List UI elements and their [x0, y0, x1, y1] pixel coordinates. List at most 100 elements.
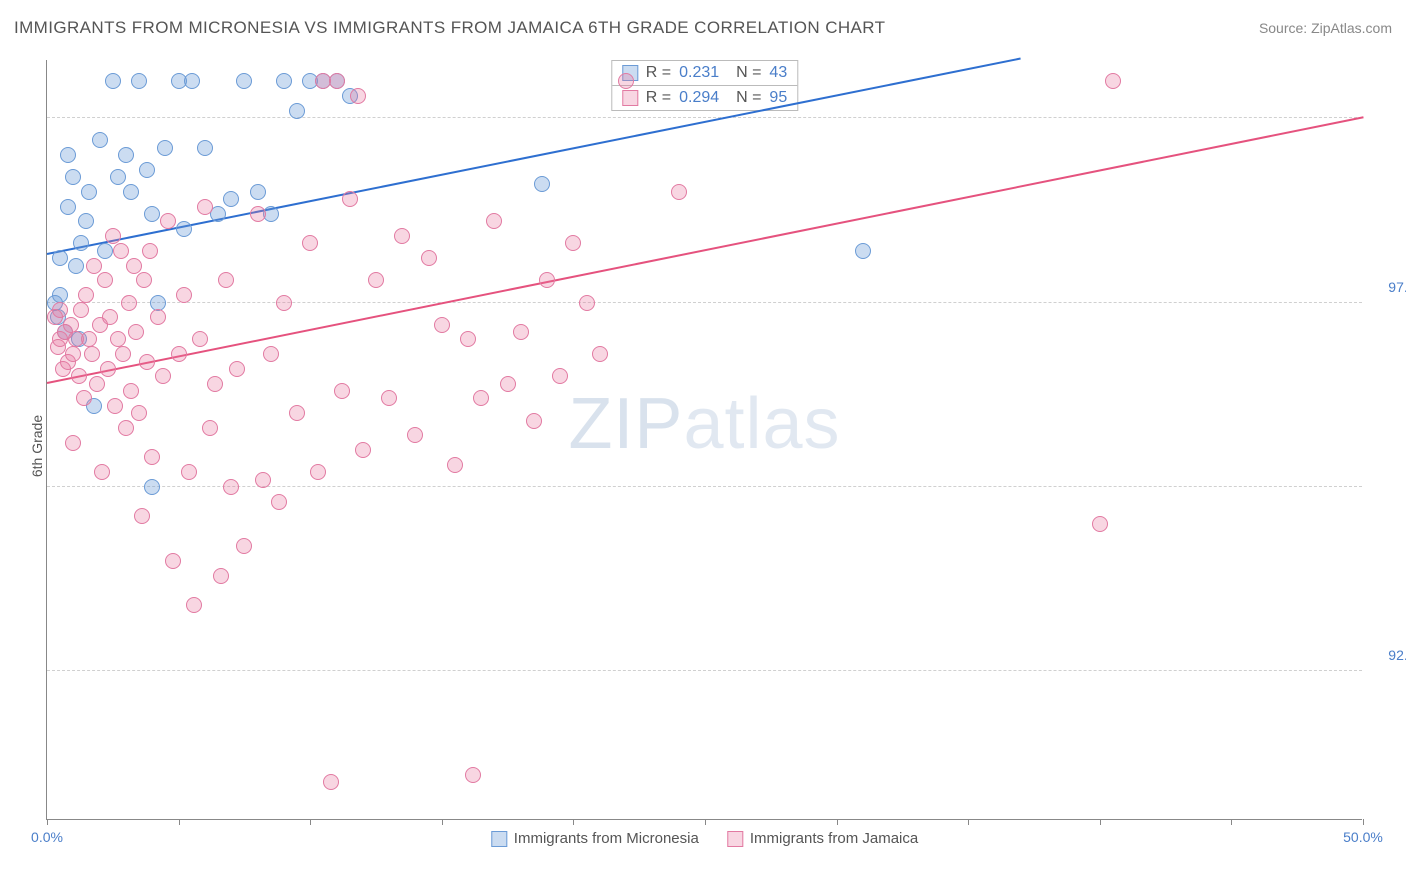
x-tick — [1231, 819, 1232, 825]
legend-label: Immigrants from Micronesia — [514, 830, 699, 847]
data-point — [368, 272, 384, 288]
data-point — [150, 295, 166, 311]
data-point — [115, 346, 131, 362]
data-point — [447, 457, 463, 473]
data-point — [671, 184, 687, 200]
data-point — [513, 324, 529, 340]
stat-legend-box: R = 0.231 N = 43R = 0.294 N = 95 — [611, 60, 798, 111]
data-point — [192, 331, 208, 347]
data-point — [52, 302, 68, 318]
y-axis-label: 6th Grade — [29, 415, 45, 477]
data-point — [142, 243, 158, 259]
data-point — [144, 479, 160, 495]
data-point — [381, 390, 397, 406]
data-point — [500, 376, 516, 392]
data-point — [350, 88, 366, 104]
data-point — [84, 346, 100, 362]
data-point — [213, 568, 229, 584]
data-point — [81, 331, 97, 347]
data-point — [202, 420, 218, 436]
data-point — [92, 132, 108, 148]
data-point — [184, 73, 200, 89]
data-point — [94, 464, 110, 480]
data-point — [310, 464, 326, 480]
data-point — [302, 235, 318, 251]
stat-r-label: R = — [646, 64, 671, 82]
x-tick — [837, 819, 838, 825]
y-tick-label: 97.5% — [1388, 279, 1406, 295]
data-point — [218, 272, 234, 288]
x-tick — [47, 819, 48, 825]
data-point — [157, 140, 173, 156]
stat-n-value: 43 — [769, 64, 787, 82]
data-point — [355, 442, 371, 458]
data-point — [118, 420, 134, 436]
data-point — [123, 184, 139, 200]
data-point — [486, 213, 502, 229]
legend-item: Immigrants from Jamaica — [727, 830, 918, 847]
data-point — [71, 368, 87, 384]
data-point — [113, 243, 129, 259]
data-point — [121, 295, 137, 311]
data-point — [105, 73, 121, 89]
data-point — [236, 538, 252, 554]
data-point — [76, 390, 92, 406]
data-point — [186, 597, 202, 613]
data-point — [342, 191, 358, 207]
data-point — [131, 405, 147, 421]
data-point — [465, 767, 481, 783]
data-point — [289, 405, 305, 421]
x-tick — [442, 819, 443, 825]
data-point — [165, 553, 181, 569]
series-swatch — [622, 90, 638, 106]
gridline-h — [47, 302, 1362, 303]
data-point — [176, 287, 192, 303]
data-point — [110, 331, 126, 347]
data-point — [276, 295, 292, 311]
data-point — [52, 287, 68, 303]
x-tick — [968, 819, 969, 825]
data-point — [144, 449, 160, 465]
data-point — [81, 184, 97, 200]
source-label: Source: ZipAtlas.com — [1259, 20, 1392, 36]
data-point — [123, 383, 139, 399]
stat-r-value: 0.294 — [679, 89, 719, 107]
data-point — [460, 331, 476, 347]
data-point — [128, 324, 144, 340]
data-point — [131, 73, 147, 89]
stat-n-label: N = — [727, 89, 761, 107]
trend-line — [47, 116, 1363, 384]
data-point — [334, 383, 350, 399]
data-point — [534, 176, 550, 192]
data-point — [434, 317, 450, 333]
legend-swatch — [491, 831, 507, 847]
data-point — [181, 464, 197, 480]
data-point — [171, 346, 187, 362]
data-point — [97, 243, 113, 259]
data-point — [526, 413, 542, 429]
data-point — [89, 376, 105, 392]
data-point — [394, 228, 410, 244]
data-point — [136, 272, 152, 288]
data-point — [236, 73, 252, 89]
stat-r-label: R = — [646, 89, 671, 107]
legend-swatch — [727, 831, 743, 847]
data-point — [73, 235, 89, 251]
data-point — [102, 309, 118, 325]
data-point — [63, 317, 79, 333]
data-point — [160, 213, 176, 229]
data-point — [52, 250, 68, 266]
stat-n-label: N = — [727, 64, 761, 82]
x-tick — [179, 819, 180, 825]
x-tick — [310, 819, 311, 825]
data-point — [139, 162, 155, 178]
data-point — [565, 235, 581, 251]
gridline-h — [47, 486, 1362, 487]
data-point — [68, 258, 84, 274]
chart-title: IMMIGRANTS FROM MICRONESIA VS IMMIGRANTS… — [14, 18, 885, 38]
data-point — [60, 199, 76, 215]
data-point — [1105, 73, 1121, 89]
data-point — [250, 184, 266, 200]
plot-area: ZIPatlas R = 0.231 N = 43R = 0.294 N = 9… — [46, 60, 1362, 820]
source-link[interactable]: ZipAtlas.com — [1311, 20, 1392, 36]
